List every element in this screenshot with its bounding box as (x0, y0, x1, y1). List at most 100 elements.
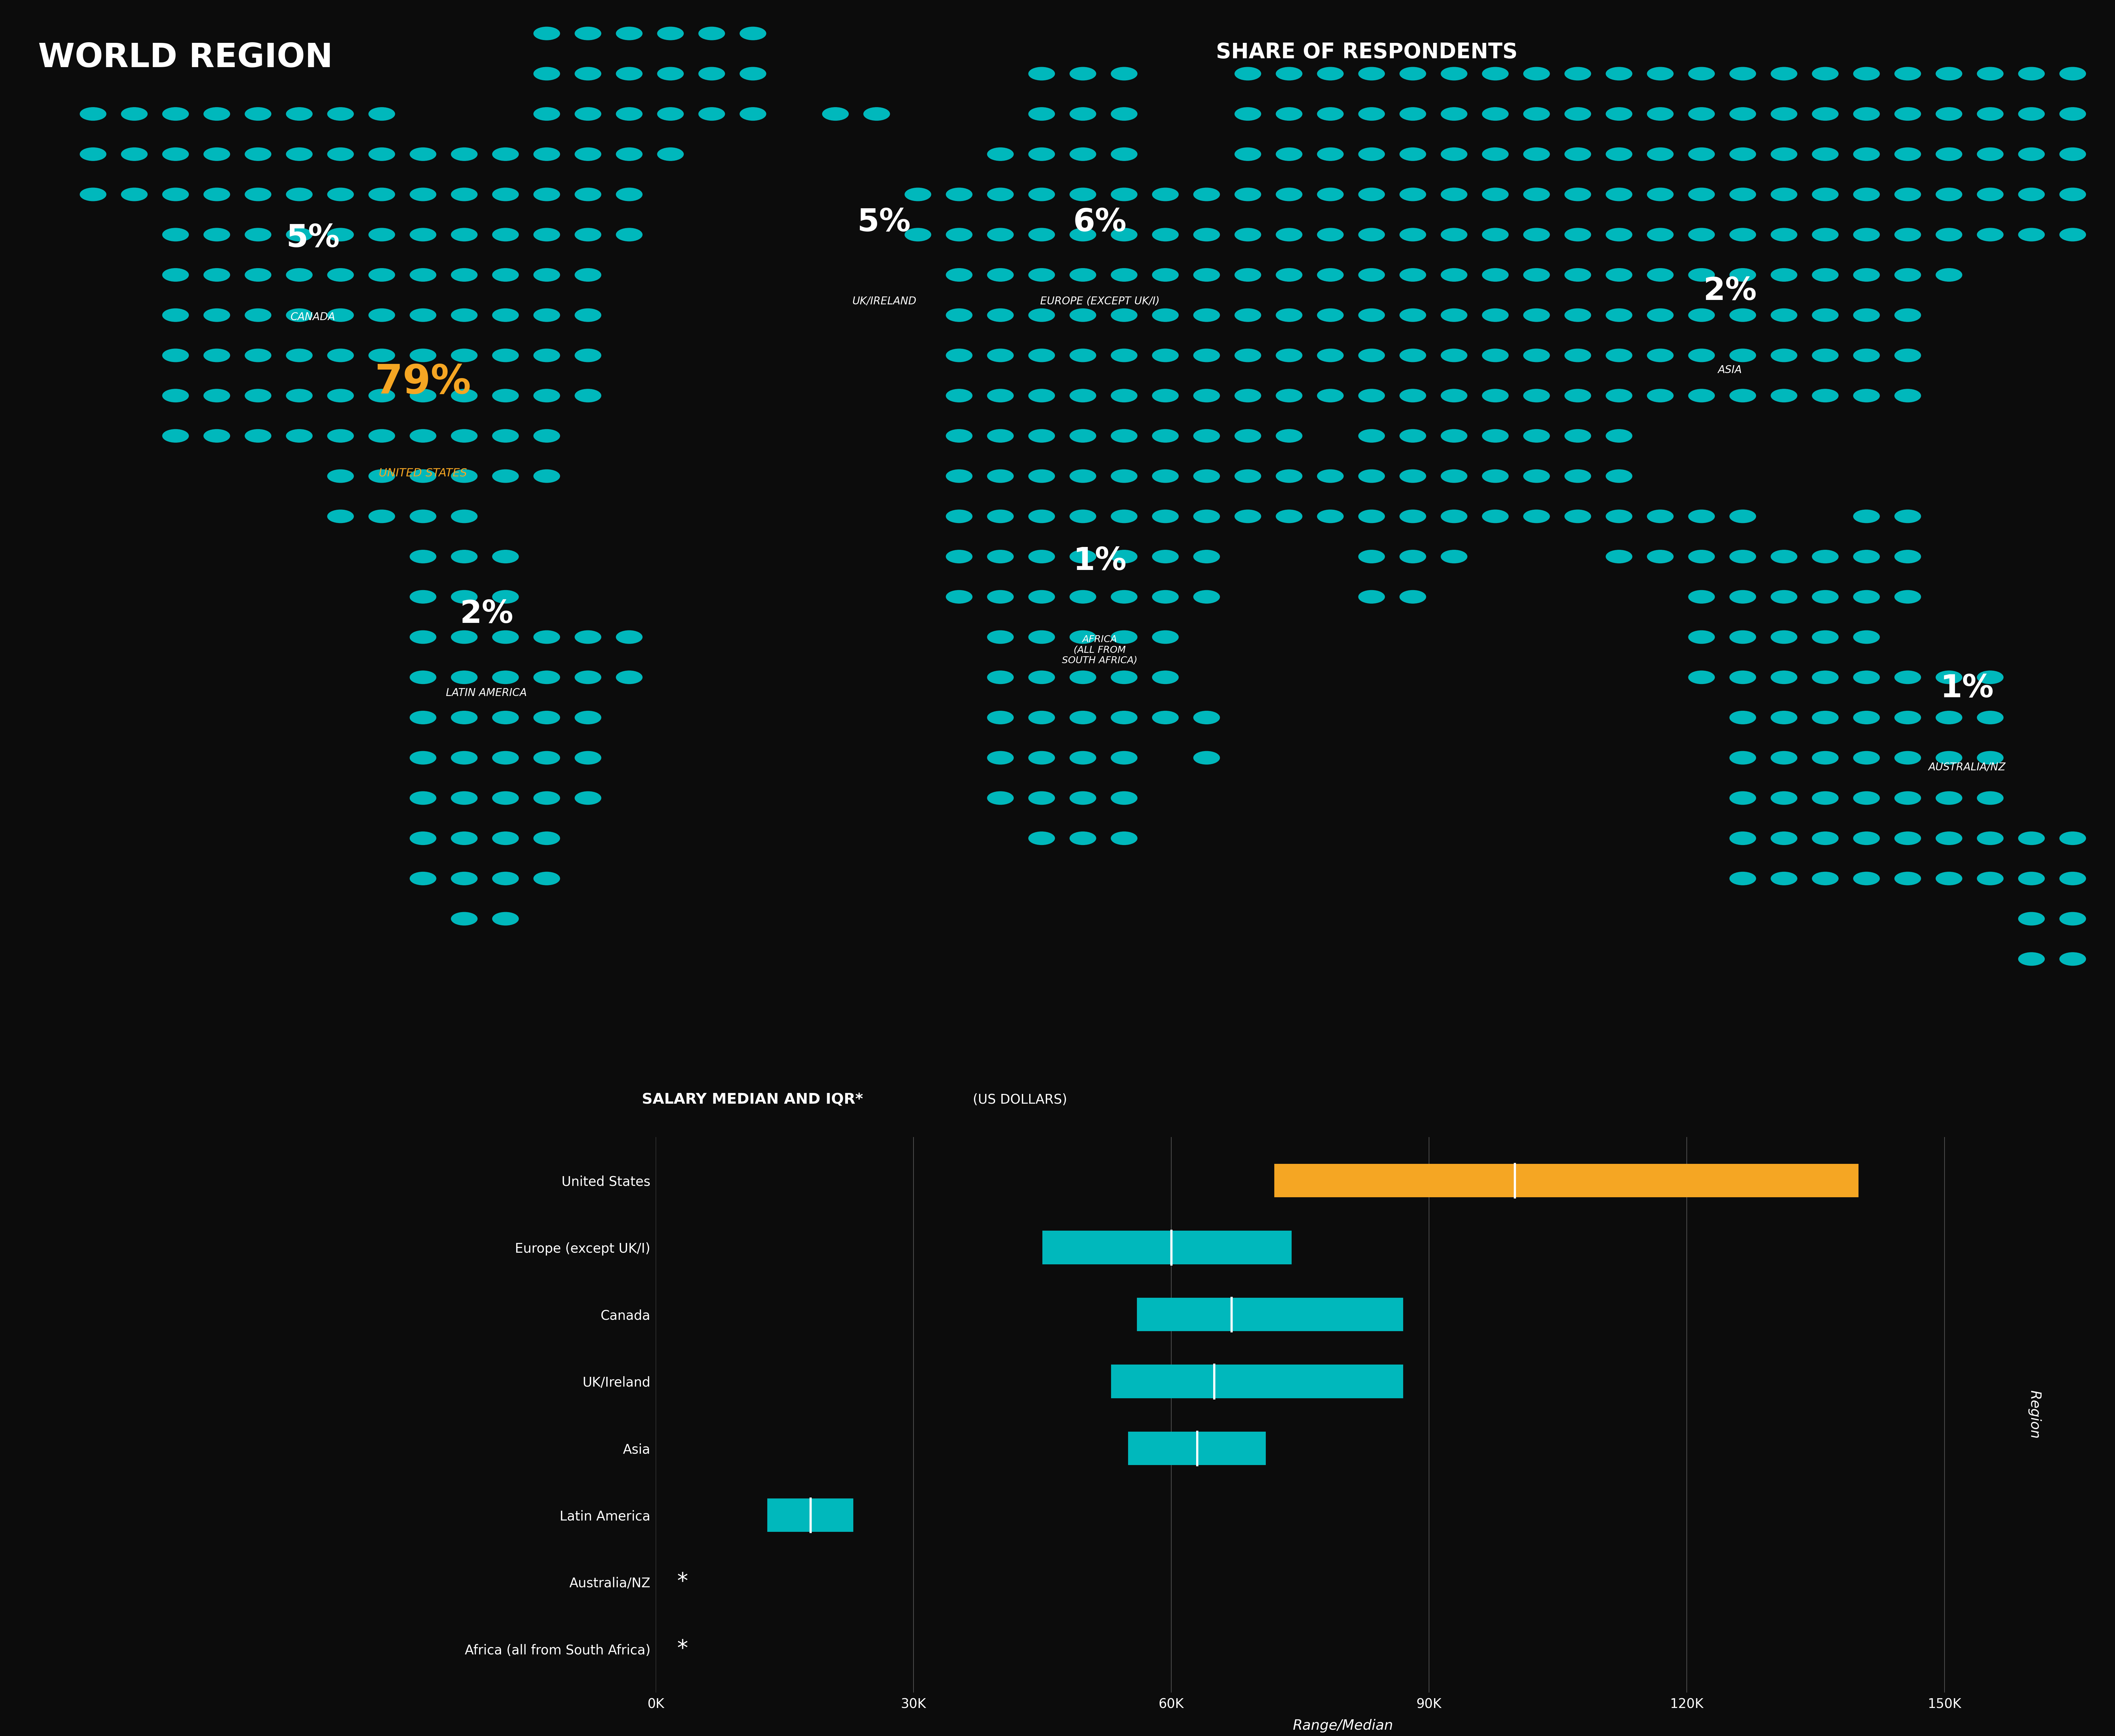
Circle shape (945, 187, 973, 201)
Circle shape (1193, 752, 1220, 764)
Circle shape (1770, 550, 1798, 562)
Circle shape (1275, 469, 1303, 483)
Circle shape (1070, 590, 1096, 604)
Circle shape (1358, 68, 1385, 80)
Circle shape (1935, 269, 1963, 281)
Circle shape (410, 187, 436, 201)
Circle shape (2018, 953, 2045, 965)
Circle shape (1028, 792, 1055, 804)
Text: EUROPE (EXCEPT UK/I): EUROPE (EXCEPT UK/I) (1041, 297, 1159, 307)
Circle shape (1853, 871, 1880, 885)
Bar (1127, 1432, 1265, 1465)
Circle shape (1813, 187, 1838, 201)
Circle shape (286, 429, 313, 443)
Circle shape (1070, 792, 1096, 804)
Circle shape (1523, 227, 1550, 241)
Circle shape (1770, 752, 1798, 764)
Circle shape (121, 108, 148, 120)
Circle shape (988, 712, 1013, 724)
Circle shape (203, 269, 231, 281)
Circle shape (1813, 227, 1838, 241)
Circle shape (988, 590, 1013, 604)
Bar (1110, 1364, 1402, 1397)
Circle shape (1318, 148, 1343, 161)
Circle shape (1565, 227, 1590, 241)
Circle shape (575, 227, 601, 241)
Circle shape (1153, 429, 1178, 443)
Circle shape (1688, 670, 1715, 684)
Circle shape (286, 389, 313, 403)
Circle shape (2060, 68, 2085, 80)
Circle shape (1935, 108, 1963, 120)
Circle shape (328, 108, 353, 120)
Circle shape (1565, 269, 1590, 281)
Circle shape (245, 108, 271, 120)
Circle shape (575, 389, 601, 403)
Circle shape (1935, 148, 1963, 161)
Circle shape (1153, 309, 1178, 321)
Circle shape (1853, 148, 1880, 161)
Circle shape (1070, 108, 1096, 120)
Circle shape (203, 148, 231, 161)
Circle shape (410, 792, 436, 804)
Circle shape (203, 108, 231, 120)
Circle shape (2018, 832, 2045, 845)
Circle shape (1688, 630, 1715, 644)
Circle shape (328, 148, 353, 161)
Circle shape (740, 68, 766, 80)
Circle shape (1565, 469, 1590, 483)
Circle shape (1935, 792, 1963, 804)
Circle shape (1730, 792, 1755, 804)
Circle shape (1400, 389, 1426, 403)
Circle shape (1935, 227, 1963, 241)
Circle shape (533, 108, 560, 120)
Circle shape (1813, 752, 1838, 764)
Circle shape (1813, 309, 1838, 321)
Circle shape (1028, 148, 1055, 161)
Circle shape (1110, 590, 1138, 604)
Circle shape (1028, 269, 1055, 281)
Circle shape (368, 269, 396, 281)
Circle shape (1110, 349, 1138, 361)
Circle shape (1730, 148, 1755, 161)
Circle shape (988, 389, 1013, 403)
Circle shape (1400, 187, 1426, 201)
Circle shape (1565, 108, 1590, 120)
Circle shape (1813, 269, 1838, 281)
Circle shape (1070, 227, 1096, 241)
Circle shape (945, 510, 973, 523)
Circle shape (945, 269, 973, 281)
Circle shape (1070, 469, 1096, 483)
Circle shape (1523, 469, 1550, 483)
Circle shape (1853, 309, 1880, 321)
Circle shape (1895, 590, 1920, 604)
Circle shape (1318, 269, 1343, 281)
Circle shape (2018, 148, 2045, 161)
Circle shape (1110, 108, 1138, 120)
Circle shape (1648, 108, 1673, 120)
Circle shape (1648, 148, 1673, 161)
Circle shape (286, 187, 313, 201)
Circle shape (2018, 68, 2045, 80)
Circle shape (450, 792, 478, 804)
Circle shape (286, 349, 313, 361)
Circle shape (493, 752, 518, 764)
Circle shape (1730, 510, 1755, 523)
Circle shape (615, 630, 643, 644)
Circle shape (203, 187, 231, 201)
Circle shape (945, 429, 973, 443)
Circle shape (1730, 108, 1755, 120)
Circle shape (1400, 429, 1426, 443)
Circle shape (1605, 510, 1633, 523)
Circle shape (1028, 469, 1055, 483)
Y-axis label: Region: Region (2028, 1391, 2041, 1439)
Circle shape (1028, 429, 1055, 443)
Circle shape (988, 309, 1013, 321)
Circle shape (1770, 349, 1798, 361)
Circle shape (1605, 148, 1633, 161)
Circle shape (1730, 349, 1755, 361)
Circle shape (410, 832, 436, 845)
Circle shape (1028, 68, 1055, 80)
Circle shape (1895, 187, 1920, 201)
Circle shape (1523, 68, 1550, 80)
